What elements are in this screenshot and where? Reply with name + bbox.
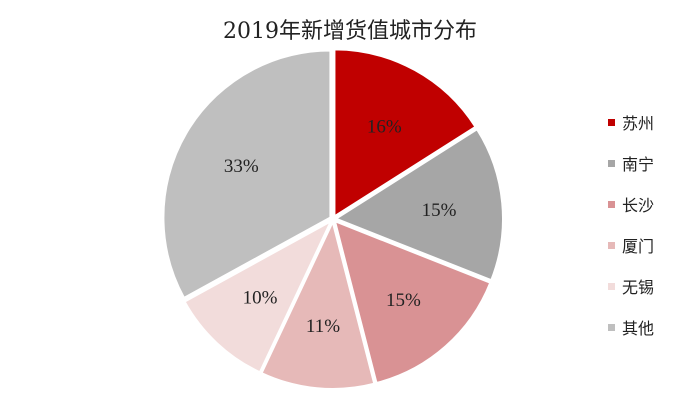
pie-slice-6 (162, 49, 332, 300)
chart-title: 2019年新增货值城市分布 (223, 19, 477, 44)
legend-label-6: 其他 (622, 319, 654, 338)
legend-swatch-6 (608, 324, 615, 331)
slice-labels: 16% 15% 15% 11% 10% 33% (224, 117, 457, 337)
slice-label-5: 10% (243, 288, 278, 309)
slice-label-1: 16% (367, 117, 402, 138)
legend-label-4: 厦门 (622, 237, 654, 256)
pie-slice-1 (333, 48, 477, 219)
legend-swatch-2 (608, 160, 615, 167)
slice-label-6: 33% (224, 156, 259, 177)
pie-slice-5 (183, 218, 334, 374)
legend-swatch-3 (608, 201, 615, 208)
slice-label-4: 11% (306, 316, 340, 337)
pie-slice-3 (333, 219, 492, 385)
slice-label-2: 15% (422, 200, 457, 221)
pie-slice-4 (260, 219, 376, 390)
legend-label-2: 南宁 (622, 155, 654, 174)
legend-swatch-5 (608, 283, 615, 290)
legend-label-1: 苏州 (622, 114, 654, 133)
legend-label-3: 长沙 (622, 196, 654, 215)
pie-slice-2 (333, 127, 504, 282)
slice-label-3: 15% (386, 290, 421, 311)
legend-swatch-1 (608, 119, 615, 126)
legend-label-5: 无锡 (622, 278, 654, 297)
legend-swatch-4 (608, 242, 615, 249)
pie-slices (162, 48, 504, 390)
